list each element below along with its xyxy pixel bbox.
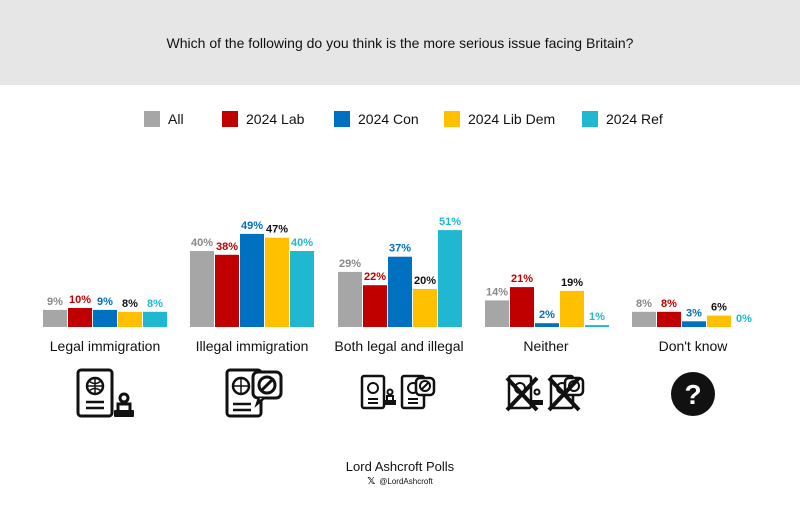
bar-2024-con-0 [93,309,117,327]
data-label-2024-ref-4: 0% [736,313,752,325]
footer-brand: Lord Ashcroft Polls [345,459,455,474]
question-text: Which of the following do you think is t… [166,34,634,51]
bar-2024-lib-dem-0 [118,311,142,327]
bar-2024-lab-1 [215,254,239,327]
bar-2024-lab-0 [68,308,92,327]
bar-2024-con-3 [535,323,559,327]
data-label-2024-ref-2: 51% [439,216,461,228]
bar-all-2 [338,271,362,327]
bar-2024-ref-2 [438,230,462,327]
legend-item-lab: 2024 Lab [222,111,304,127]
legend-swatch-ref [582,111,598,127]
bar-all-0 [43,309,67,327]
category-label-dont-know: Don't know [658,338,728,354]
legend-item-ref: 2024 Ref [582,111,663,127]
data-label-2024-lab-0: 10% [69,294,91,306]
question-header: Which of the following do you think is t… [0,0,800,85]
legend-label-con: 2024 Con [358,111,419,127]
legend-label-ref: 2024 Ref [606,111,663,127]
passport-stamp-icon [72,366,142,422]
bar-2024-lab-3 [510,287,534,327]
bar-2024-con-4 [682,321,706,327]
both-passports-icon [358,366,436,422]
neither-crossed-icon [503,366,585,422]
data-label-2024-con-0: 9% [97,296,113,308]
bar-chart: 9% 10% 9% 8% 8%40% 38%49% 47%40%29%22%37%20%51… [43,216,752,327]
bar-2024-ref-1 [290,251,314,327]
data-label-2024-ref-3: 1% [589,311,605,323]
category-label-legal: Legal immigration [49,338,161,354]
data-label-all-1: 40% [191,237,213,249]
data-label-2024-lib-dem-1: 47% [266,224,288,236]
legend-item-libdem: 2024 Lib Dem [444,111,555,127]
legend-swatch-con [334,111,350,127]
bar-2024-lab-4 [657,311,681,327]
bar-2024-con-2 [388,256,412,327]
legend-label-all: All [168,111,184,127]
bar-2024-lib-dem-1 [265,237,289,327]
legend-swatch-lab [222,111,238,127]
question-icon: ? [658,366,728,422]
legend-label-libdem: 2024 Lib Dem [468,111,556,127]
category-label-neither: Neither [523,338,569,354]
legend: All 2024 Lab 2024 Con 2024 Lib Dem 2024 … [0,111,800,131]
bar-2024-lab-2 [363,285,387,327]
legend-swatch-libdem [444,111,460,127]
data-label-2024-ref-0: 8% [147,298,163,310]
data-label-2024-lib-dem-2: 20% [414,275,436,287]
data-label-2024-con-4: 3% [686,307,702,319]
legend-label-lab: 2024 Lab [246,111,305,127]
data-label-2024-con-3: 2% [539,309,555,321]
legend-swatch-all [144,111,160,127]
category-label-both: Both legal and illegal [334,338,464,354]
data-label-all-4: 8% [636,298,652,310]
data-label-2024-lab-2: 22% [364,271,386,283]
bar-all-3 [485,300,509,327]
bar-2024-con-1 [240,233,264,327]
data-label-2024-lib-dem-4: 6% [711,302,727,314]
data-label-all-2: 29% [339,258,361,270]
footer-handle[interactable]: 𝕏 @LordAshcroft [0,476,800,487]
data-label-all-3: 14% [486,286,508,298]
bar-2024-ref-0 [143,311,167,327]
svg-text:?: ? [684,379,701,410]
bar-all-4 [632,311,656,327]
bar-2024-lib-dem-3 [560,290,584,327]
bar-all-1 [190,251,214,327]
illegal-passport-icon [219,366,289,422]
data-label-2024-lib-dem-3: 19% [561,277,583,289]
legend-item-all: All [144,111,184,127]
x-logo-icon: 𝕏 [367,476,376,487]
data-label-2024-lib-dem-0: 8% [122,298,138,310]
category-label-illegal: Illegal immigration [195,338,309,354]
data-label-2024-lab-4: 8% [661,298,677,310]
data-label-2024-lab-3: 21% [511,273,533,285]
footer-handle-text: @LordAshcroft [379,477,433,486]
bar-2024-lib-dem-2 [413,289,437,327]
legend-item-con: 2024 Con [334,111,419,127]
data-label-2024-con-2: 37% [389,243,411,255]
data-label-all-0: 9% [47,296,63,308]
data-label-2024-lab-1: 38% [216,241,238,253]
bar-2024-ref-3 [585,325,609,327]
data-label-2024-ref-1: 40% [291,237,313,249]
data-label-2024-con-1: 49% [241,220,263,232]
bar-2024-lib-dem-4 [707,315,731,327]
